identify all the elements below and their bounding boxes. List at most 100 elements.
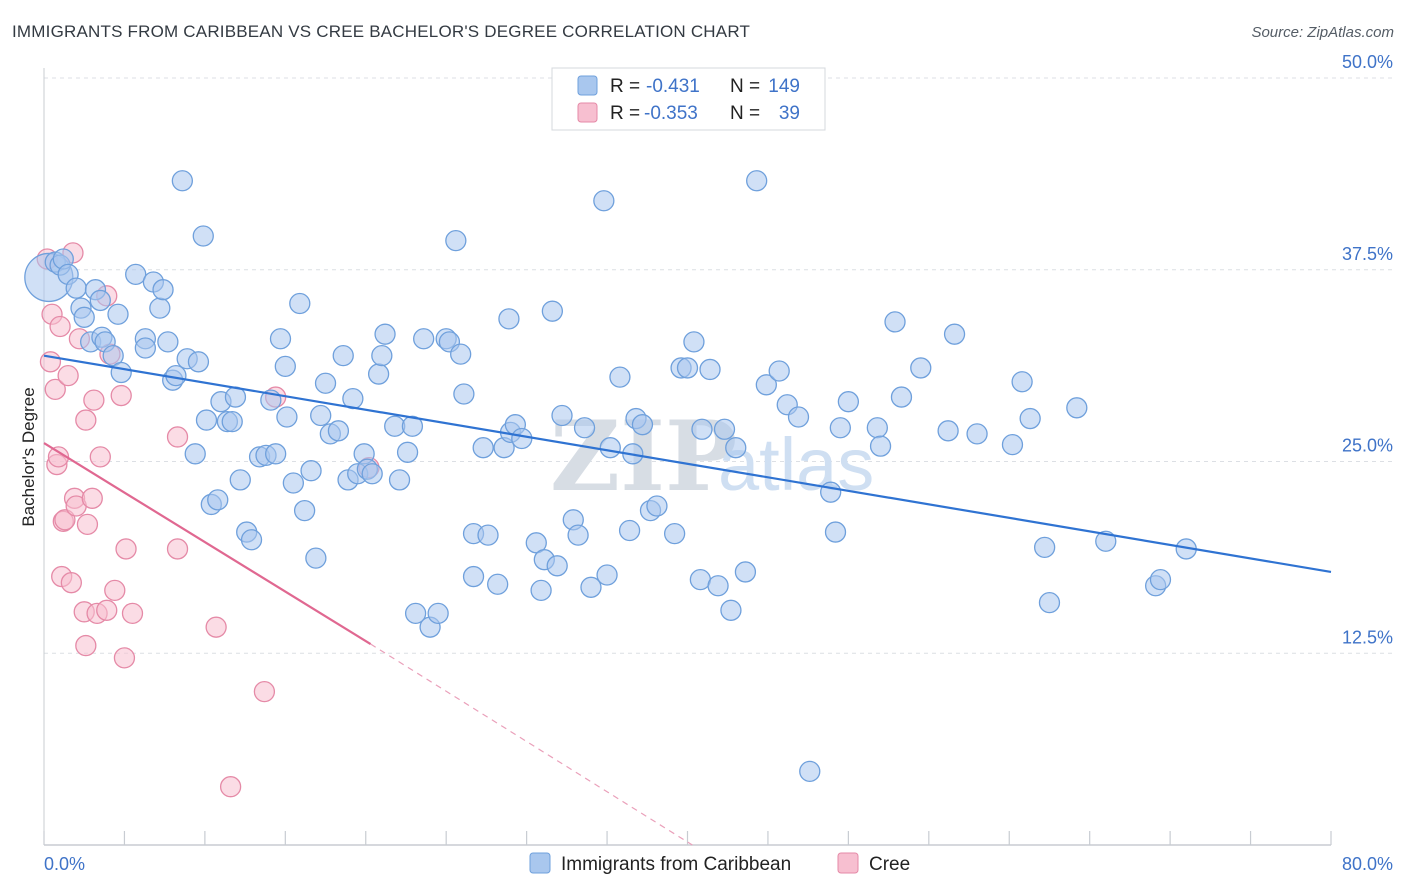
caribbean-point <box>567 524 589 546</box>
caribbean-point <box>149 297 171 319</box>
caribbean-point <box>699 358 721 381</box>
caribbean-point <box>1149 568 1172 591</box>
caribbean-point <box>837 391 860 413</box>
cree-point <box>104 579 126 602</box>
caribbean-point <box>207 489 229 511</box>
y-tick-label: 50.0% <box>1342 52 1393 72</box>
caribbean-point <box>1095 530 1117 552</box>
cree-point <box>96 599 118 621</box>
caribbean-point <box>725 437 747 459</box>
caribbean-point <box>707 575 729 597</box>
cree-point <box>113 647 136 669</box>
caribbean-point <box>1066 397 1088 419</box>
caribbean-point <box>1033 536 1056 559</box>
caribbean-point <box>596 564 618 586</box>
cree-point <box>166 538 189 560</box>
caribbean-point <box>890 386 913 408</box>
caribbean-point <box>427 602 449 625</box>
caribbean-point <box>401 415 424 437</box>
cree-point <box>121 602 144 625</box>
caribbean-point <box>332 345 354 367</box>
cree-point <box>54 509 76 531</box>
caribbean-point <box>327 420 350 442</box>
chart-title: IMMIGRANTS FROM CARIBBEAN VS CREE BACHEL… <box>12 22 751 41</box>
caribbean-point <box>187 351 210 373</box>
legend-r-label-2: R = <box>610 103 640 124</box>
caribbean-point <box>884 311 906 333</box>
y-tick-label: 12.5% <box>1342 627 1393 647</box>
caribbean-point <box>580 576 602 598</box>
caribbean-point <box>371 345 393 367</box>
caribbean-point <box>269 328 292 350</box>
caribbean-point <box>450 343 472 365</box>
caribbean-point <box>820 481 842 503</box>
cree-point <box>83 389 105 411</box>
legend-stats: R = -0.431 N = 149 R = -0.353 N = 39 <box>551 67 826 131</box>
y-axis-label: Bachelor's Degree <box>19 387 38 526</box>
cree-trend-line <box>43 442 372 645</box>
caribbean-point <box>229 469 251 491</box>
cree-point <box>60 572 82 594</box>
caribbean-point <box>477 524 499 546</box>
cree-point <box>110 384 132 407</box>
cree-point <box>166 426 189 448</box>
caribbean-point <box>367 363 390 385</box>
caribbean-point <box>487 573 509 595</box>
caribbean-point <box>305 547 327 569</box>
caribbean-point <box>943 323 966 345</box>
legend-n-value-1: 149 <box>768 76 800 97</box>
y-tick-label: 37.5% <box>1342 244 1393 264</box>
legend-stats-box <box>551 67 826 131</box>
caribbean-point <box>551 404 573 427</box>
legend-series-label-cree: Cree <box>869 854 910 875</box>
series-immigrants-from-caribbean <box>24 170 1197 783</box>
caribbean-point <box>829 417 851 439</box>
caribbean-point <box>265 443 287 465</box>
caribbean-point <box>546 555 568 577</box>
cree-point <box>253 680 276 703</box>
caribbean-point <box>293 499 316 522</box>
caribbean-point <box>691 418 713 440</box>
caribbean-point <box>734 561 757 583</box>
legend-n-label-2: N = <box>730 103 760 124</box>
caribbean-point <box>65 277 87 299</box>
legend-n-label-1: N = <box>730 76 760 97</box>
legend-swatch-blue <box>577 75 598 96</box>
caribbean-point <box>388 469 411 491</box>
caribbean-point <box>866 417 888 439</box>
caribbean-point <box>396 441 419 463</box>
x-tick-label: 0.0% <box>44 854 85 874</box>
caribbean-point <box>300 460 322 482</box>
legend-r-label-1: R = <box>610 76 640 97</box>
caribbean-point <box>599 437 621 459</box>
x-ticks <box>43 831 1332 845</box>
caribbean-point <box>289 292 311 315</box>
caribbean-point <box>746 170 768 192</box>
caribbean-point <box>676 357 699 379</box>
caribbean-point <box>134 337 157 359</box>
caribbean-point <box>937 420 959 442</box>
caribbean-point <box>171 170 194 192</box>
caribbean-point <box>152 279 174 301</box>
legend-swatch-pink <box>577 102 598 123</box>
y-tick-labels: 12.5% 25.0% 37.5% 50.0% <box>1342 52 1393 647</box>
caribbean-point <box>276 406 298 428</box>
caribbean-point <box>107 303 129 325</box>
cree-point <box>89 446 111 468</box>
legend-r-value-2: -0.353 <box>644 103 698 124</box>
caribbean-point <box>221 410 243 433</box>
caribbean-point <box>361 463 383 485</box>
legend-series-swatch-caribbean <box>529 852 551 874</box>
caribbean-point <box>593 190 615 212</box>
caribbean-point <box>89 289 111 312</box>
caribbean-point <box>631 414 654 436</box>
caribbean-point <box>374 323 396 345</box>
legend-n-value-2: 39 <box>779 103 800 124</box>
caribbean-point <box>609 366 631 388</box>
caribbean-point <box>274 355 296 378</box>
caribbean-point <box>310 404 332 427</box>
caribbean-point <box>314 372 337 394</box>
caribbean-point <box>768 360 790 382</box>
cree-point <box>44 378 66 401</box>
